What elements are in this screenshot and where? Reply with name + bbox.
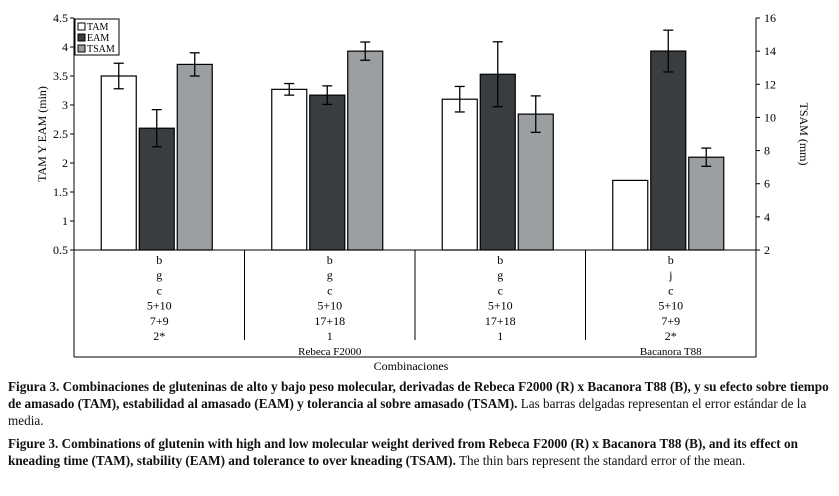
bar-tam: [100, 75, 137, 251]
table-cell: c: [327, 283, 332, 297]
table-cell: 17+18: [485, 314, 516, 328]
table-cell: 5+10: [147, 299, 172, 313]
right-axis-title: TSAM (mm): [797, 103, 811, 166]
left-tick-label: 1.5: [53, 185, 68, 199]
right-tick-label: 4: [764, 210, 770, 224]
table-cell: b: [327, 253, 333, 267]
group-name: Bacanora T88: [640, 346, 702, 358]
table-cell: 5+10: [658, 299, 683, 313]
bar-tam: [441, 98, 478, 251]
bar-tsam: [517, 113, 554, 251]
caption-spanish-bold: Combinaciones de gluteninas de alto y ba…: [8, 379, 829, 411]
legend-swatch-tam: [77, 22, 86, 31]
left-tick-label: 4.5: [53, 11, 68, 25]
legend-swatch-tsam: [77, 44, 86, 53]
bar-chart: 0.5 1 1.5 2 2.5 3 3.5 4 4.5 2 4 6 8 10 12 14 16 TAM Y EAM…: [35, 11, 811, 373]
legend-label: TSAM: [87, 44, 115, 55]
table-cell: c: [157, 283, 162, 297]
x-axis-title: Combinaciones: [374, 359, 449, 373]
legend-label: TAM: [87, 22, 109, 33]
group-name: Rebeca F2000: [298, 346, 362, 358]
right-tick-label: 10: [764, 110, 776, 124]
table-cell: b: [156, 253, 162, 267]
table-cell: g: [327, 268, 333, 282]
table-cell: g: [156, 268, 162, 282]
right-tick-label: 14: [764, 44, 776, 58]
right-tick-label: 12: [764, 77, 776, 91]
caption-english-bold: Combinations of glutenin with high and l…: [8, 436, 798, 468]
left-tick-label: 2: [62, 156, 68, 170]
bar-eam: [309, 94, 346, 251]
bar-tsam: [347, 50, 384, 251]
table-cell: 2*: [153, 329, 165, 343]
table-cell: j: [668, 268, 672, 282]
legend-swatch-eam: [77, 33, 86, 42]
table-cell: b: [497, 253, 503, 267]
right-tick-label: 2: [764, 243, 770, 257]
right-tick-label: 6: [764, 177, 770, 191]
left-tick-label: 0.5: [53, 243, 68, 257]
table-cell: g: [497, 268, 503, 282]
table-cell: 7+9: [150, 314, 169, 328]
right-tick-label: 8: [764, 144, 770, 158]
caption-english-label: Figure 3.: [8, 436, 59, 451]
table-cell: 1: [497, 329, 503, 343]
table-cell: b: [668, 253, 674, 267]
left-axis-title: TAM Y EAM (min): [35, 86, 49, 182]
table-cell: 2*: [665, 329, 677, 343]
right-tick-label: 16: [764, 11, 776, 25]
caption-spanish: Figura 3. Combinaciones de gluteninas de…: [8, 378, 834, 429]
caption-english: Figure 3. Combinations of glutenin with …: [8, 435, 834, 469]
left-tick-label: 3: [62, 98, 68, 112]
left-tick-label: 4: [62, 40, 68, 54]
caption-spanish-label: Figura 3.: [8, 379, 60, 394]
left-tick-label: 1: [62, 214, 68, 228]
bar-tam: [271, 88, 308, 251]
table-cell: 1: [327, 329, 333, 343]
table-cell: 7+9: [661, 314, 680, 328]
table-cell: c: [498, 283, 503, 297]
caption-english-plain: The thin bars represent the standard err…: [458, 453, 746, 468]
left-tick-label: 2.5: [53, 127, 68, 141]
bar-tsam: [176, 63, 213, 251]
table-cell: 5+10: [488, 299, 513, 313]
table-cell: c: [668, 283, 673, 297]
table-cell: 17+18: [314, 314, 345, 328]
bar-eam: [650, 50, 687, 251]
caption-spanish-plain: Las barras delgadas representan el error…: [8, 396, 807, 428]
table-cell: 5+10: [317, 299, 342, 313]
bar-eam: [138, 127, 175, 251]
bar-tsam: [688, 156, 725, 251]
left-tick-label: 3.5: [53, 69, 68, 83]
bar-tam: [612, 179, 649, 251]
legend-label: EAM: [87, 33, 109, 44]
